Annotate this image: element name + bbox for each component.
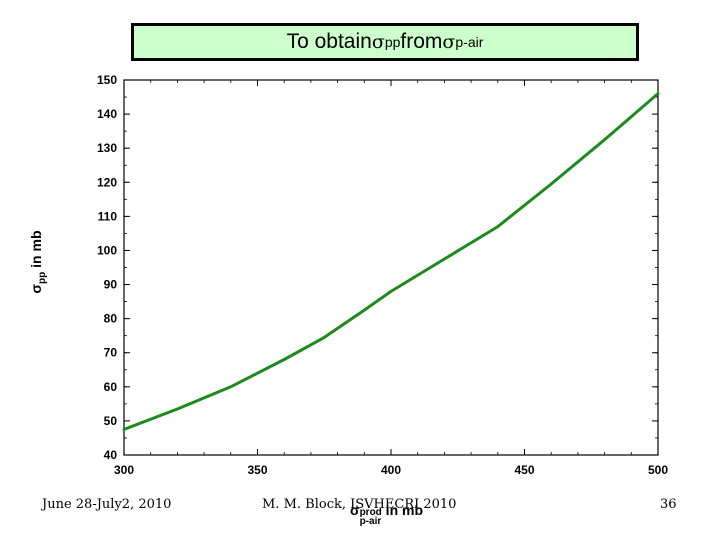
x-tick-label: 500 [648, 463, 668, 477]
series-line [122, 92, 660, 431]
axes: 300 350 400 450 500 40 50 60 70 80 90 100 110 120 130 1… [97, 73, 668, 477]
x-axis-label-scripts: prod p-air [359, 507, 382, 527]
x-tick-label: 450 [514, 463, 534, 477]
x-tick-label: 300 [114, 463, 134, 477]
y-tick-label: 140 [97, 107, 117, 121]
y-tick-label: 60 [104, 380, 118, 394]
y-axis-label-symbol: σ [28, 283, 44, 294]
footer-author: M. M. Block, ISVHECRI 2010 [262, 497, 457, 512]
title-box: To obtain σ pp from σ p-air [131, 23, 639, 61]
y-tick-label: 150 [97, 73, 117, 87]
y-axis-label-subscript: pp [37, 271, 48, 284]
y-tick-label: 50 [104, 414, 118, 428]
sigma-pp-subscript: pp [384, 34, 401, 50]
y-axis-label: σpp in mb [28, 230, 48, 293]
footer-page-number: 36 [660, 497, 677, 512]
x-axis-label-text: in mb [381, 502, 424, 518]
y-tick-label: 40 [104, 448, 118, 462]
x-axis-label-superscript: prod [359, 507, 382, 518]
title-middle: from [400, 30, 443, 53]
x-tick-label: 400 [381, 463, 401, 477]
y-tick-label: 80 [104, 312, 118, 326]
y-tick-label: 110 [98, 209, 118, 223]
y-tick-label: 130 [97, 141, 117, 155]
footer-date: June 28-July2, 2010 [42, 497, 172, 512]
x-axis-label-symbol: σ [350, 502, 360, 518]
x-axis-label-subscript: p-air [359, 516, 382, 527]
x-tick-label: 350 [247, 463, 267, 477]
series-layer [122, 92, 660, 431]
sigma-p-air-symbol: σ [442, 31, 456, 53]
y-tick-label: 100 [97, 243, 117, 257]
y-tick-label: 70 [104, 346, 118, 360]
y-axis-label-text: in mb [28, 230, 44, 272]
y-tick-label: 90 [104, 278, 118, 292]
title-prefix: To obtain [286, 30, 372, 53]
x-axis-label: σprod p-air in mb [350, 502, 424, 527]
sigma-pp-symbol: σ [371, 31, 385, 53]
sigma-p-air-subscript: p-air [455, 34, 484, 50]
y-tick-label: 120 [97, 175, 117, 189]
